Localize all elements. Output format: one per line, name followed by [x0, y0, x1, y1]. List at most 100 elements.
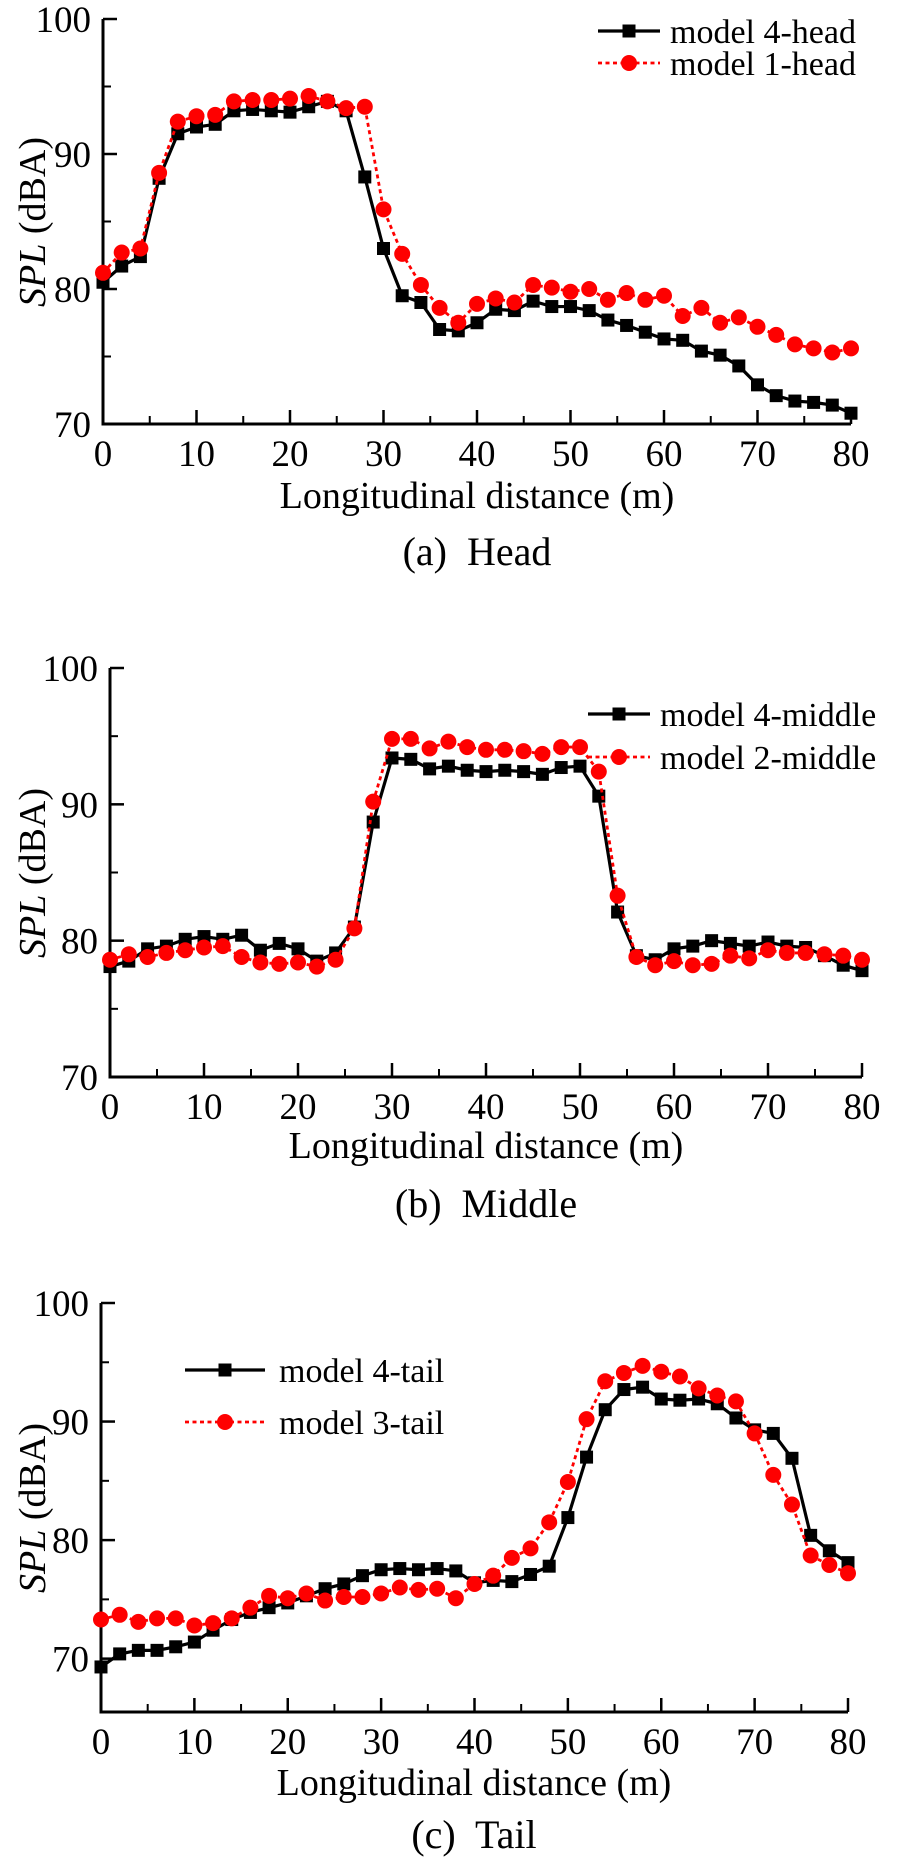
data-point-model-3-tail [186, 1617, 203, 1634]
data-point-model-1-head [674, 308, 691, 324]
x-tick-label: 80 [844, 1087, 881, 1128]
data-point-model-1-head [656, 287, 672, 304]
x-tick-label: 60 [656, 1087, 693, 1128]
x-tick-label: 70 [739, 434, 776, 475]
data-point-model-2-middle [102, 951, 118, 968]
data-point-model-3-tail [653, 1363, 670, 1380]
legend-label: model 4-middle [660, 697, 876, 734]
x-tick-label: 50 [562, 1087, 599, 1128]
data-point-model-3-tail [335, 1589, 352, 1606]
data-point-model-3-tail [840, 1565, 856, 1582]
x-tick-label: 10 [178, 434, 215, 475]
data-point-model-3-tail [634, 1357, 651, 1374]
y-axis-label: SPL (dBA) [10, 673, 56, 1073]
data-point-model-4-head [545, 300, 559, 314]
data-point-model-4-head [657, 332, 671, 346]
legend-label: model 2-middle [660, 740, 876, 777]
data-point-model-4-head [582, 304, 596, 318]
data-point-model-4-middle [554, 761, 568, 775]
data-point-model-3-tail [783, 1496, 800, 1513]
y-tick-label: 90 [54, 135, 91, 176]
data-point-model-3-tail [802, 1547, 819, 1564]
data-point-model-3-tail [279, 1590, 296, 1607]
data-point-model-2-middle [647, 957, 664, 974]
data-point-model-4-middle [235, 928, 249, 942]
data-point-model-4-middle [253, 943, 267, 957]
data-point-model-3-tail [111, 1606, 128, 1623]
data-point-model-4-head [171, 127, 185, 141]
data-point-model-3-tail [149, 1610, 166, 1627]
data-point-model-4-middle [441, 759, 455, 773]
y-tick-label: 100 [34, 1284, 90, 1325]
data-point-model-2-middle [120, 946, 137, 963]
data-point-model-3-tail [541, 1514, 558, 1531]
data-point-model-2-middle [590, 763, 607, 780]
data-point-model-3-tail [373, 1585, 390, 1602]
data-point-model-4-middle [517, 765, 531, 779]
data-point-model-2-middle [703, 955, 720, 972]
data-point-model-1-head [786, 336, 803, 353]
data-point-model-2-middle [440, 733, 457, 750]
data-point-model-2-middle [402, 730, 419, 747]
y-axis-label: SPL (dBA) [10, 22, 56, 422]
data-point-model-2-middle [835, 947, 852, 964]
data-point-model-1-head [375, 201, 392, 218]
x-tick-label: 60 [646, 434, 683, 475]
data-point-model-3-tail [522, 1540, 539, 1557]
data-point-model-4-tail [542, 1559, 556, 1573]
data-point-model-4-tail [94, 1660, 108, 1674]
data-point-model-3-tail [503, 1549, 520, 1566]
data-point-model-4-tail [822, 1544, 836, 1558]
y-tick-label: 70 [54, 405, 91, 446]
data-point-model-1-head [730, 309, 747, 326]
data-point-model-3-tail [205, 1615, 222, 1632]
legend-marker [622, 24, 636, 38]
data-point-model-4-head [264, 104, 278, 118]
data-point-model-4-tail [561, 1511, 575, 1525]
legend-marker [611, 749, 627, 765]
data-point-model-4-middle [423, 762, 437, 776]
data-point-model-2-middle [365, 793, 382, 810]
x-tick-label: 0 [92, 1722, 111, 1763]
data-point-model-1-head [693, 299, 710, 316]
x-axis-label: Longitudinal distance (m) [288, 1125, 684, 1167]
data-point-model-2-middle [252, 954, 269, 971]
data-point-model-1-head [113, 244, 130, 261]
data-point-model-3-tail [429, 1580, 446, 1597]
x-tick-label: 80 [830, 1722, 867, 1763]
x-tick-label: 70 [750, 1087, 787, 1128]
legend-marker [621, 55, 637, 71]
data-point-model-4-head [377, 242, 390, 255]
data-point-model-4-tail [131, 1643, 145, 1657]
data-point-model-4-head [190, 120, 203, 134]
data-point-model-4-middle [573, 759, 587, 773]
data-point-model-4-middle [723, 936, 737, 950]
data-point-model-3-tail [559, 1474, 576, 1491]
data-point-model-4-head [676, 333, 690, 347]
y-axis-label-unit: (dBA) [12, 788, 54, 895]
data-point-model-2-middle [797, 944, 814, 961]
panel-caption-c: (c) Tail [411, 1812, 537, 1857]
data-point-model-1-head [188, 108, 205, 125]
data-point-model-4-tail [318, 1582, 332, 1596]
data-point-model-1-head [132, 240, 149, 257]
data-point-model-4-tail [411, 1563, 425, 1577]
data-point-model-1-head [768, 326, 785, 343]
x-tick-label: 60 [643, 1722, 680, 1763]
y-axis-label-spl: SPL [12, 1529, 54, 1593]
data-point-model-4-head [358, 170, 372, 184]
data-point-model-4-head [470, 316, 484, 330]
data-point-model-1-head [637, 291, 654, 308]
data-point-model-4-tail [580, 1450, 594, 1464]
x-tick-label: 50 [552, 434, 589, 475]
data-point-model-3-tail [485, 1567, 502, 1584]
data-point-model-2-middle [139, 949, 156, 966]
data-point-model-1-head [562, 283, 579, 300]
legend-label: model 4-tail [279, 1353, 444, 1390]
data-point-model-1-head [487, 290, 504, 307]
data-point-model-4-head [807, 395, 821, 409]
data-point-model-3-tail [746, 1425, 763, 1442]
data-point-model-2-middle [609, 887, 626, 904]
data-point-model-4-middle [742, 939, 756, 953]
data-point-model-4-middle [686, 939, 700, 953]
